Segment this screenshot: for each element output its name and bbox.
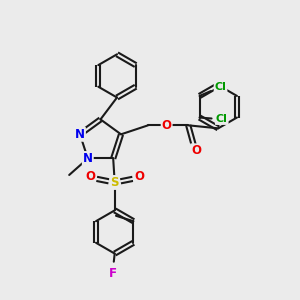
Text: N: N <box>75 128 85 141</box>
Text: Cl: Cl <box>216 114 228 124</box>
Text: F: F <box>109 267 117 280</box>
Text: S: S <box>110 176 119 189</box>
Text: Cl: Cl <box>214 82 226 92</box>
Text: O: O <box>134 170 144 183</box>
Text: O: O <box>162 119 172 132</box>
Text: N: N <box>83 152 93 165</box>
Text: O: O <box>85 170 95 183</box>
Text: O: O <box>191 144 201 157</box>
